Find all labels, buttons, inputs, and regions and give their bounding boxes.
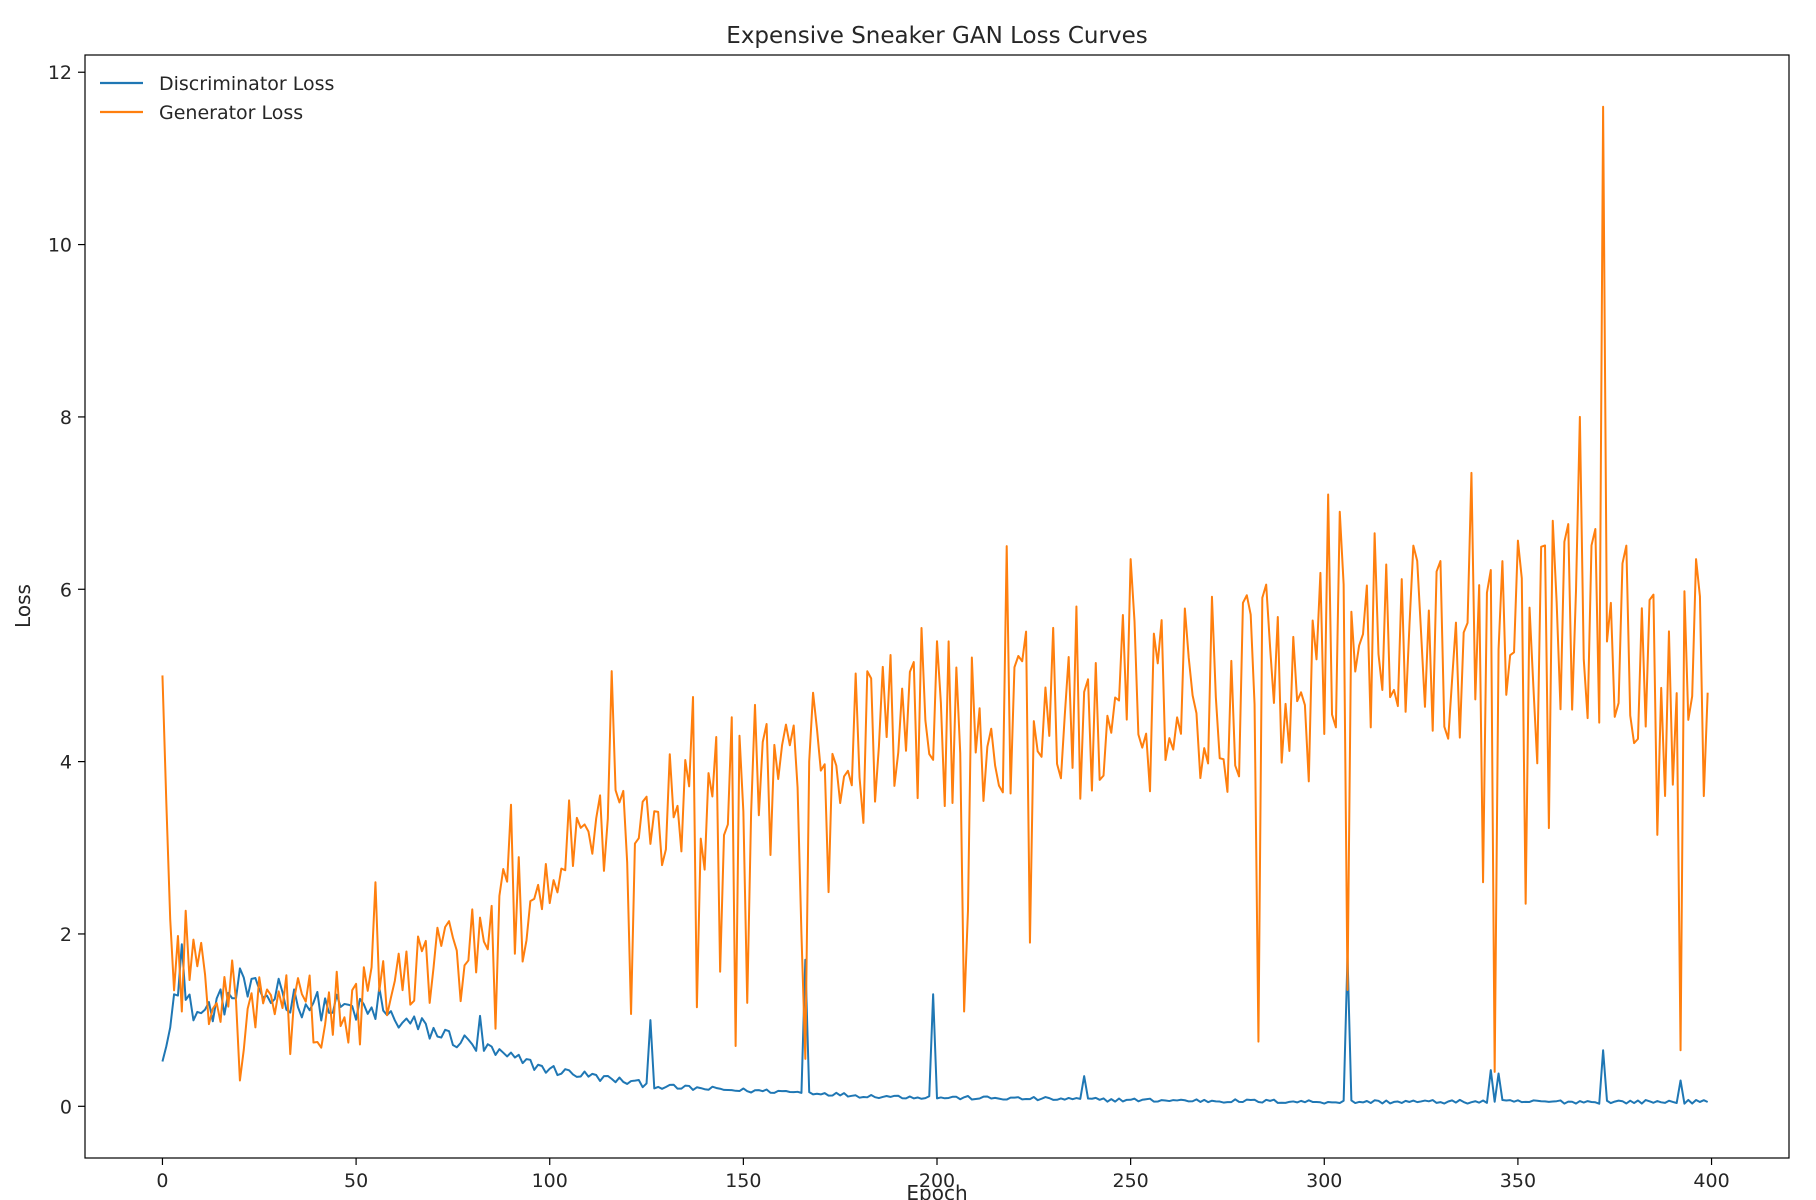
x-tick-label: 50: [344, 1170, 368, 1192]
x-tick-label: 150: [725, 1170, 761, 1192]
x-tick-label: 250: [1113, 1170, 1149, 1192]
plot-lines: [161, 105, 1709, 1105]
y-axis-ticks: 0 2 4 6 8 10 12: [48, 62, 85, 1118]
x-axis-label: Epoch: [906, 1181, 967, 1200]
y-tick-label: 4: [60, 752, 72, 774]
y-tick-label: 0: [60, 1096, 72, 1118]
x-tick-label: 350: [1500, 1170, 1536, 1192]
y-tick-label: 8: [60, 407, 72, 429]
series-line-discriminator: [161, 943, 1709, 1105]
legend-label: Generator Loss: [159, 102, 303, 124]
x-tick-label: 100: [532, 1170, 568, 1192]
x-axis-ticks: 0 50 100 150 200 250 300 350 400: [156, 1158, 1730, 1192]
legend-label: Discriminator Loss: [159, 73, 334, 95]
x-tick-label: 300: [1306, 1170, 1342, 1192]
x-tick-label: 0: [156, 1170, 168, 1192]
y-tick-label: 12: [48, 62, 72, 84]
chart-title: Expensive Sneaker GAN Loss Curves: [726, 23, 1147, 49]
y-tick-label: 2: [60, 924, 72, 946]
legend: Discriminator Loss Generator Loss: [100, 73, 334, 124]
x-tick-label: 400: [1693, 1170, 1729, 1192]
y-tick-label: 6: [60, 579, 72, 601]
x-tick-label: 200: [919, 1170, 955, 1192]
plot-frame: [84, 54, 1790, 1159]
y-axis-label: Loss: [11, 584, 35, 628]
series-line-generator: [161, 105, 1709, 1082]
y-tick-label: 10: [48, 235, 72, 257]
